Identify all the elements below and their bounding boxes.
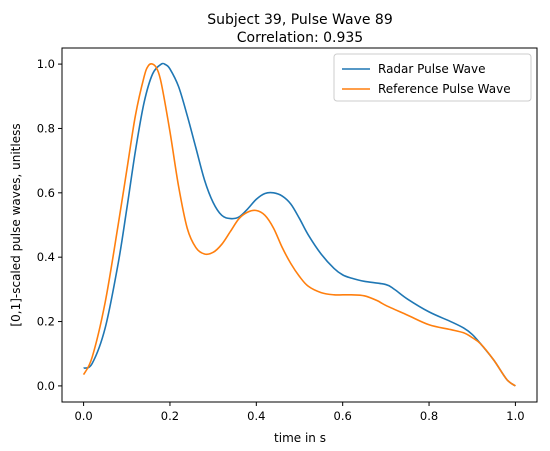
x-tick-label: 1.0 <box>506 409 524 423</box>
reference-pulse-wave-line <box>82 62 516 387</box>
y-axis-label: [0,1]-scaled pulse waves, unitless <box>9 123 23 326</box>
y-tick-label: 0.8 <box>37 121 55 135</box>
plot-area <box>61 47 538 403</box>
x-tick-label: 0.6 <box>334 409 352 423</box>
series-group <box>82 62 516 387</box>
axes-frame <box>61 47 538 403</box>
y-tick-label: 0.6 <box>37 186 55 200</box>
y-tick-label: 0.4 <box>37 250 55 264</box>
x-axis-ticks: 0.0 0.2 0.4 0.6 0.8 1.0 <box>74 402 525 423</box>
x-tick-label: 0.8 <box>420 409 438 423</box>
x-axis-label: time in s <box>274 431 326 445</box>
chart-title: Subject 39, Pulse Wave 89 <box>207 12 393 28</box>
legend-label-reference: Reference Pulse Wave <box>378 82 511 96</box>
x-tick-label: 0.0 <box>74 409 92 423</box>
chart-subtitle: Correlation: 0.935 <box>237 30 363 46</box>
x-tick-label: 0.2 <box>161 409 179 423</box>
legend: Radar Pulse Wave Reference Pulse Wave <box>333 53 532 102</box>
legend-frame <box>333 53 532 102</box>
y-axis-ticks: 0.0 0.2 0.4 0.6 0.8 1.0 <box>37 57 62 393</box>
y-tick-label: 0.0 <box>37 379 55 393</box>
y-tick-label: 1.0 <box>37 57 55 71</box>
legend-label-radar: Radar Pulse Wave <box>378 62 486 76</box>
x-tick-label: 0.4 <box>247 409 265 423</box>
y-tick-label: 0.2 <box>37 315 55 329</box>
radar-pulse-wave-line <box>83 62 516 387</box>
